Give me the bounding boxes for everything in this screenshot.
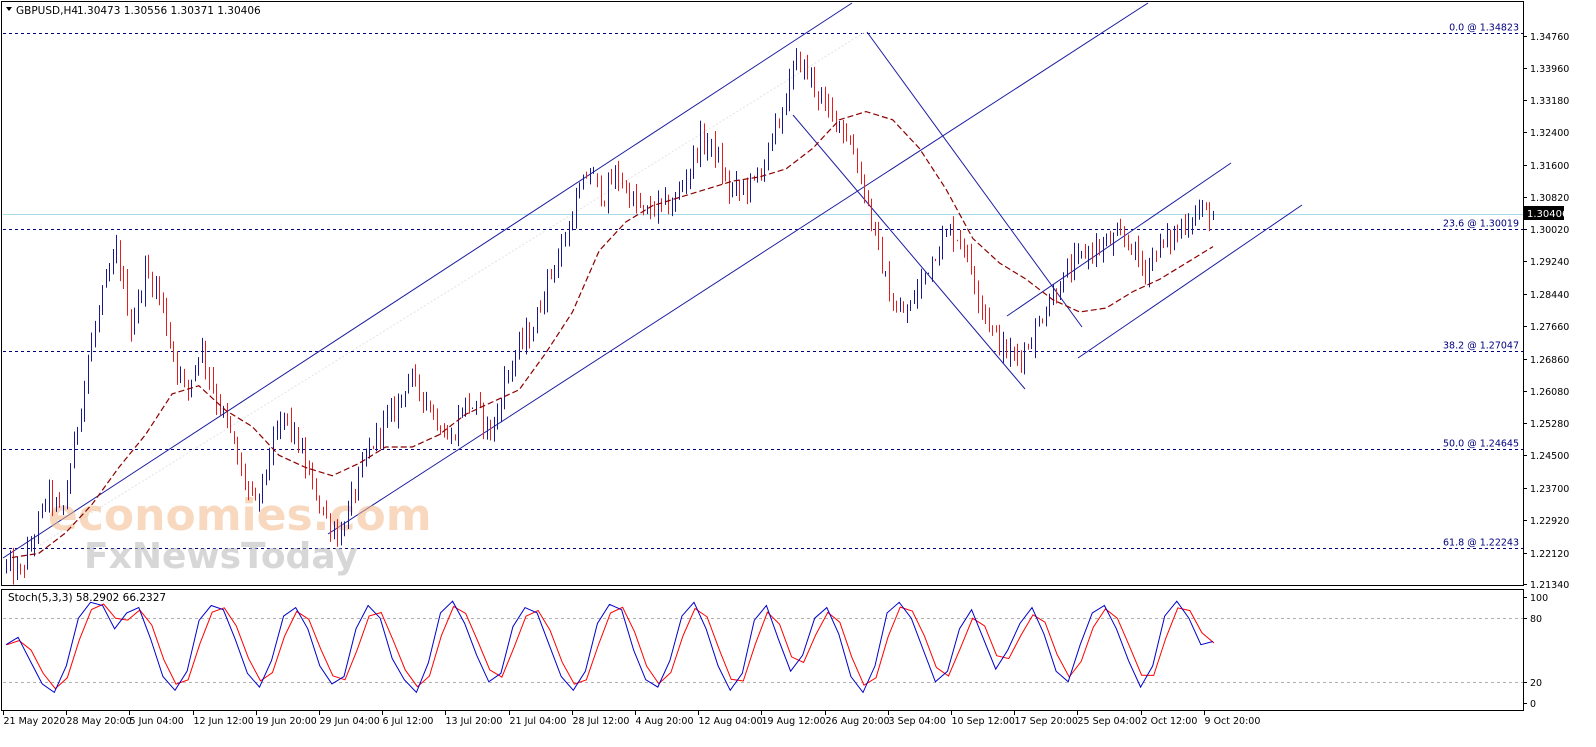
price-tick-label: 1.22920 <box>1530 516 1569 527</box>
price-tick-label: 1.26860 <box>1530 355 1569 366</box>
moving-average-line <box>11 110 1214 559</box>
time-tick-label: 12 Jun 12:00 <box>194 716 254 727</box>
stoch-tick-label: 100 <box>1530 593 1548 604</box>
candlesticks <box>6 48 1214 585</box>
time-tick-label: 19 Jun 20:00 <box>257 716 317 727</box>
current-price-label: 1.30406 <box>1527 209 1568 220</box>
ohlc-values: 1.30473 1.30556 1.30371 1.30406 <box>77 5 261 17</box>
price-tick-label: 1.29240 <box>1530 257 1569 268</box>
stoch-signal-line <box>6 603 1215 690</box>
stoch-main-line <box>5 600 1214 694</box>
time-tick-label: 25 Sep 04:00 <box>1078 716 1141 727</box>
trendline[interactable] <box>792 114 1026 390</box>
price-tick-label: 1.32400 <box>1530 128 1569 139</box>
price-tick-label: 1.22120 <box>1530 549 1569 560</box>
price-tick-label: 1.23700 <box>1530 484 1569 495</box>
stoch-tick-label: 80 <box>1530 614 1542 625</box>
time-tick-label: 28 May 20:00 <box>67 716 132 727</box>
watermark-economies: economies.com <box>48 490 432 541</box>
fib-trend-guide <box>39 31 866 546</box>
stochastic-indicator: 100 80 20 0 <box>3 593 1548 710</box>
watermark-fxnewstoday: FxNewsToday <box>84 536 358 577</box>
time-tick-label: 2 Oct 12:00 <box>1142 716 1198 727</box>
trendlines[interactable] <box>2 2 1303 559</box>
time-tick-label: 26 Aug 20:00 <box>826 716 890 727</box>
price-tick-label: 1.34760 <box>1530 32 1569 43</box>
trendline[interactable] <box>1006 162 1232 317</box>
main-panel-frame <box>1 1 1524 586</box>
time-tick-label: 17 Sep 20:00 <box>1015 716 1078 727</box>
time-tick-label: 19 Aug 12:00 <box>762 716 826 727</box>
trendline[interactable] <box>2 2 853 559</box>
time-tick-label: 3 Sep 04:00 <box>889 716 946 727</box>
trendline[interactable] <box>327 2 1149 535</box>
fib-level-label: 61.8 @ 1.22243 <box>1443 538 1519 549</box>
price-tick-label: 1.21340 <box>1530 580 1569 591</box>
time-tick-label: 6 Jul 12:00 <box>383 716 434 727</box>
price-tick-label: 1.26080 <box>1530 387 1569 398</box>
time-tick-label: 21 Jul 04:00 <box>510 716 567 727</box>
moving-average <box>11 110 1214 559</box>
price-axis: 1.34760 1.33960 1.33180 1.32400 1.31600 1.308… <box>1523 32 1569 591</box>
price-tick-label: 1.27660 <box>1530 322 1569 333</box>
time-tick-label: 12 Aug 04:00 <box>699 716 763 727</box>
price-tick-label: 1.31600 <box>1530 161 1569 172</box>
trendline[interactable] <box>866 31 1083 328</box>
fib-level-label: 50.0 @ 1.24645 <box>1443 439 1519 450</box>
symbol-label: GBPUSD,H4 <box>16 5 78 17</box>
price-tick-label: 1.30020 <box>1530 225 1569 236</box>
fib-level-label: 38.2 @ 1.27047 <box>1443 341 1519 352</box>
time-tick-label: 5 Jun 04:00 <box>130 716 184 727</box>
stoch-tick-label: 0 <box>1530 699 1536 710</box>
trendline[interactable] <box>1077 204 1303 359</box>
time-tick-label: 21 May 2020 <box>4 716 66 727</box>
current-price-box <box>1524 206 1564 220</box>
fib-level-label: 0.0 @ 1.34823 <box>1449 23 1519 34</box>
time-tick-label: 4 Aug 20:00 <box>636 716 694 727</box>
fib-level-label: 23.6 @ 1.30019 <box>1443 219 1519 230</box>
price-tick-label: 1.28440 <box>1530 290 1569 301</box>
dropdown-triangle-icon[interactable] <box>6 7 12 11</box>
time-tick-label: 10 Sep 12:00 <box>952 716 1015 727</box>
time-tick-label: 13 Jul 20:00 <box>446 716 503 727</box>
price-tick-label: 1.33960 <box>1530 64 1569 75</box>
price-tick-label: 1.30820 <box>1530 193 1569 204</box>
time-tick-label: 29 Jun 04:00 <box>320 716 380 727</box>
stoch-panel-frame <box>1 589 1524 711</box>
time-axis: 21 May 2020 28 May 20:005 Jun 04:00 12 Jun… <box>3 711 1261 727</box>
stoch-title: Stoch(5,3,3) 58.2902 66.2327 <box>8 592 166 604</box>
time-tick-label: 9 Oct 20:00 <box>1205 716 1261 727</box>
stoch-tick-label: 20 <box>1530 678 1542 689</box>
price-tick-label: 1.33180 <box>1530 96 1569 107</box>
price-tick-label: 1.25280 <box>1530 419 1569 430</box>
price-tick-label: 1.24500 <box>1530 451 1569 462</box>
fibonacci-levels: 0.0 @ 1.34823 23.6 @ 1.30019 38.2 @ 1.2704… <box>3 23 1523 549</box>
time-tick-label: 28 Jul 12:00 <box>573 716 630 727</box>
